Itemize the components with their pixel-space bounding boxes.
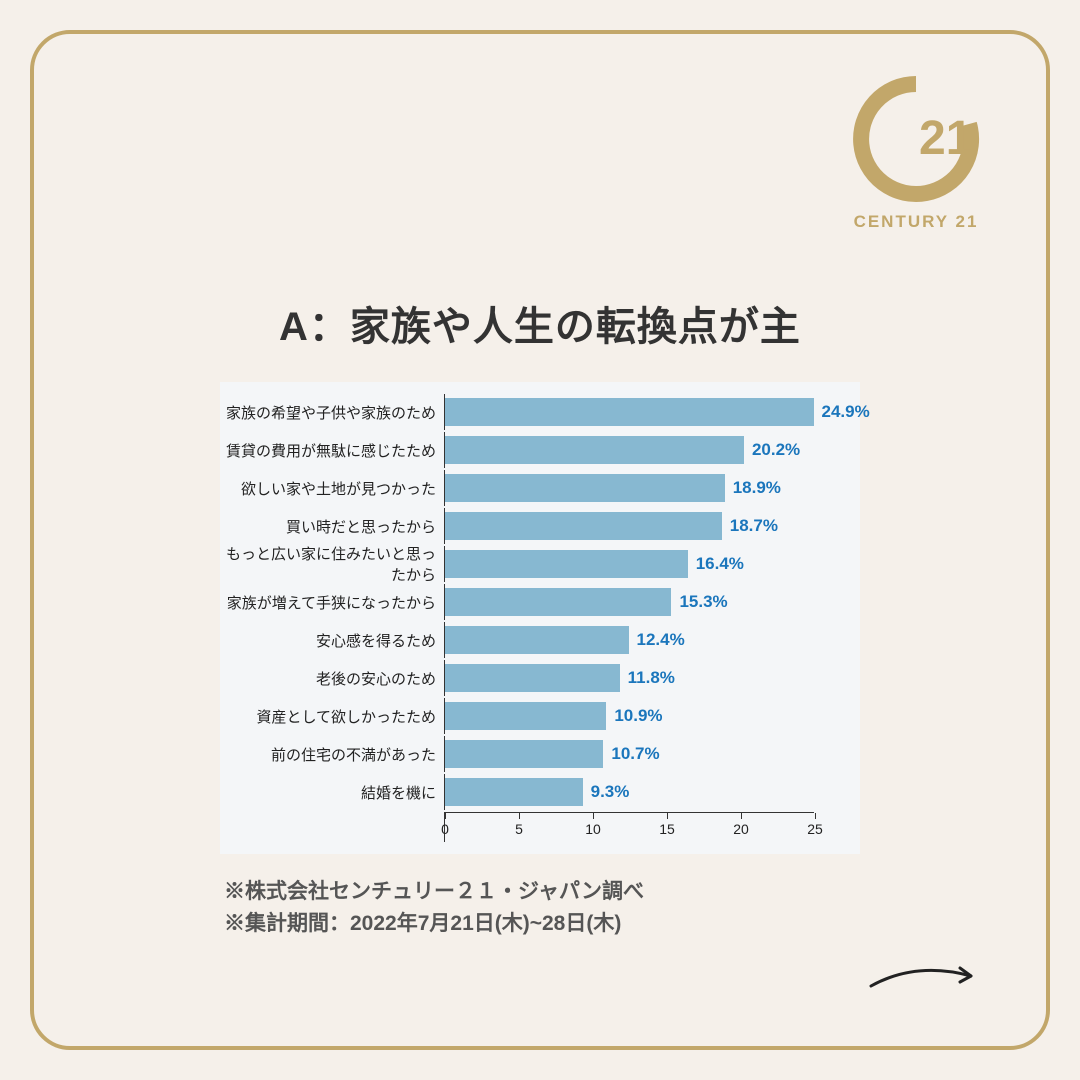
bar-label: 結婚を機に xyxy=(224,782,444,803)
bar-chart: 家族の希望や子供や家族のため24.9% 賃貸の費用が無駄に感じたため 20.2% 欲し… xyxy=(224,394,840,810)
bar-label: 家族の希望や子供や家族のため xyxy=(224,402,444,423)
bar-value: 12.4% xyxy=(637,630,685,650)
bar-row: 家族の希望や子供や家族のため24.9% xyxy=(224,394,840,430)
axis-tick-label: 5 xyxy=(515,821,523,837)
bar xyxy=(445,512,722,540)
bar-value: 10.9% xyxy=(614,706,662,726)
brand-logo: 21 CENTURY 21 xyxy=(836,74,996,232)
bar-label: 老後の安心のため xyxy=(224,668,444,689)
brand-name: CENTURY 21 xyxy=(836,212,996,232)
bar-value: 24.9% xyxy=(822,402,870,422)
bar-label: 家族が増えて手狭になったから xyxy=(224,592,444,613)
bar-value: 15.3% xyxy=(679,592,727,612)
bar xyxy=(445,550,688,578)
bar-row: 家族が増えて手狭になったから 15.3% xyxy=(224,584,840,620)
bar-label: 安心感を得るため xyxy=(224,630,444,651)
bar xyxy=(445,398,814,426)
axis-tick-label: 25 xyxy=(807,821,823,837)
chart-panel: 家族の希望や子供や家族のため24.9% 賃貸の費用が無駄に感じたため 20.2% 欲し… xyxy=(220,382,860,854)
bar xyxy=(445,474,725,502)
bar-value: 18.9% xyxy=(733,478,781,498)
bar-value: 11.8% xyxy=(628,668,675,688)
bar xyxy=(445,778,583,806)
bar-value: 18.7% xyxy=(730,516,778,536)
bar-row: 資産として欲しかったため 10.9% xyxy=(224,698,840,734)
next-arrow-icon xyxy=(866,956,986,996)
bar-value: 10.7% xyxy=(611,744,659,764)
bar-row: 結婚を機に 9.3% xyxy=(224,774,840,810)
c21-logo-icon: 21 xyxy=(851,74,981,204)
bar-label: もっと広い家に住みたいと思ったから xyxy=(224,543,444,585)
footnotes: ※株式会社センチュリー２１・ジャパン調べ ※集計期間：2022年7月21日(木)… xyxy=(224,876,996,939)
bar xyxy=(445,588,671,616)
bar xyxy=(445,626,629,654)
axis-tick-label: 20 xyxy=(733,821,749,837)
bar xyxy=(445,702,606,730)
bar xyxy=(445,436,744,464)
axis-tick-label: 15 xyxy=(659,821,675,837)
content-frame: 21 CENTURY 21 A：家族や人生の転換点が主 家族の希望や子供や家族の… xyxy=(30,30,1050,1050)
bar-row: 買い時だと思ったから 18.7% xyxy=(224,508,840,544)
bar-label: 賃貸の費用が無駄に感じたため xyxy=(224,440,444,461)
bar-row: 賃貸の費用が無駄に感じたため 20.2% xyxy=(224,432,840,468)
axis-tick-label: 0 xyxy=(441,821,449,837)
bar xyxy=(445,664,620,692)
x-axis: 0 5 10 15 20 25 xyxy=(224,812,840,842)
bar-label: 買い時だと思ったから xyxy=(224,516,444,537)
bar-value: 9.3% xyxy=(591,782,630,802)
bar-value: 20.2% xyxy=(752,440,800,460)
bar-row: 老後の安心のため 11.8% xyxy=(224,660,840,696)
page: 21 CENTURY 21 A：家族や人生の転換点が主 家族の希望や子供や家族の… xyxy=(0,0,1080,1080)
bar-label: 前の住宅の不満があった xyxy=(224,744,444,765)
bar-row: もっと広い家に住みたいと思ったから 16.4% xyxy=(224,546,840,582)
chart-title: A：家族や人生の転換点が主 xyxy=(84,294,996,352)
bar-row: 欲しい家や土地が見つかった 18.9% xyxy=(224,470,840,506)
bar-row: 前の住宅の不満があった 10.7% xyxy=(224,736,840,772)
bar-label: 欲しい家や土地が見つかった xyxy=(224,478,444,499)
svg-text:21: 21 xyxy=(919,112,972,165)
footnote-source: ※株式会社センチュリー２１・ジャパン調べ xyxy=(224,876,996,908)
bar-label: 資産として欲しかったため xyxy=(224,706,444,727)
bar-value: 16.4% xyxy=(696,554,744,574)
footnote-period: ※集計期間：2022年7月21日(木)~28日(木) xyxy=(224,908,996,940)
axis-tick-label: 10 xyxy=(585,821,601,837)
bar xyxy=(445,740,603,768)
bar-row: 安心感を得るため 12.4% xyxy=(224,622,840,658)
